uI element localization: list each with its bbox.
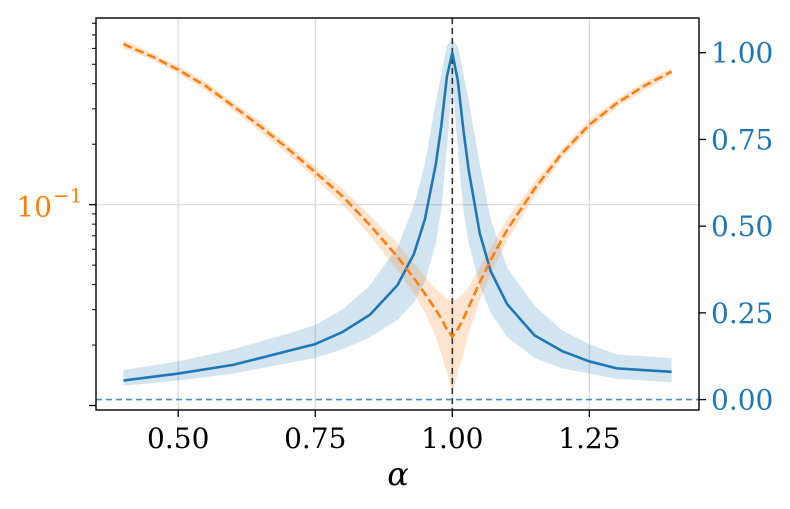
right-tick-label-4: 1.00 — [711, 37, 773, 70]
left-tick-label-exponent-0: −1 — [53, 184, 82, 208]
right-tick-label-2: 0.50 — [711, 210, 773, 243]
x-tick-label-1: 0.75 — [284, 422, 346, 455]
right-axis-ticks: 0.00 0.25 0.50 0.75 1.00 — [699, 37, 773, 417]
series-lines — [122, 42, 673, 382]
series-0-line — [123, 51, 672, 382]
series-0-band — [123, 38, 672, 386]
x-axis-ticks: 0.50 0.75 1.00 1.25 — [147, 410, 621, 455]
x-tick-label-2: 1.00 — [421, 422, 483, 455]
series-1-band — [123, 40, 672, 394]
x-tick-label-3: 1.25 — [558, 422, 620, 455]
left-axis-ticks: 10 −1 — [16, 22, 96, 407]
confidence-bands — [123, 38, 672, 394]
right-tick-label-1: 0.25 — [711, 297, 773, 330]
x-axis-label: α — [387, 455, 409, 493]
x-tick-label-0: 0.50 — [147, 422, 209, 455]
reference-lines — [96, 18, 699, 410]
left-tick-label-base-0: 10 — [16, 191, 52, 224]
series-1-line — [122, 42, 673, 339]
right-tick-label-0: 0.00 — [711, 384, 773, 417]
right-tick-label-3: 0.75 — [711, 123, 773, 156]
